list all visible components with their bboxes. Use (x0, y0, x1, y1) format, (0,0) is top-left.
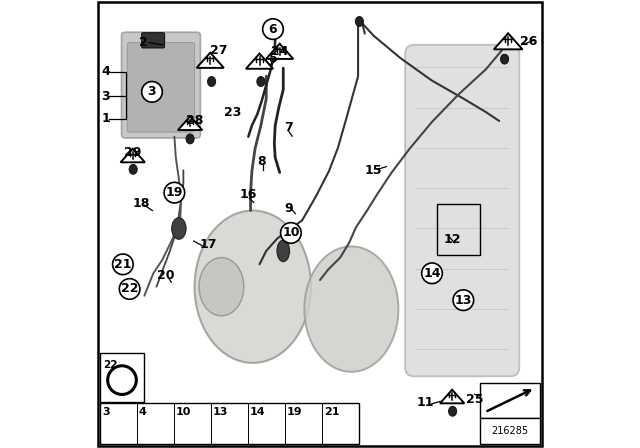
Text: 10: 10 (176, 407, 191, 417)
Text: 3: 3 (102, 407, 109, 417)
Text: 25: 25 (466, 393, 483, 406)
Text: 9: 9 (284, 202, 293, 215)
Text: 19: 19 (166, 186, 183, 199)
Ellipse shape (129, 164, 137, 174)
Circle shape (164, 182, 185, 203)
Text: 20: 20 (157, 269, 174, 282)
Ellipse shape (449, 406, 457, 416)
FancyBboxPatch shape (141, 33, 164, 48)
Text: 14: 14 (250, 407, 266, 417)
Text: 2: 2 (139, 36, 147, 49)
Text: 14: 14 (423, 267, 441, 280)
Text: 3: 3 (102, 90, 110, 103)
Ellipse shape (186, 134, 194, 144)
FancyBboxPatch shape (405, 45, 520, 376)
Text: 23: 23 (224, 105, 241, 119)
Circle shape (119, 279, 140, 299)
Bar (100, 353, 145, 402)
Polygon shape (196, 53, 224, 68)
Text: 1: 1 (102, 112, 110, 125)
Ellipse shape (305, 246, 398, 372)
Text: 24: 24 (271, 45, 289, 58)
Text: 6: 6 (269, 22, 277, 36)
Text: 21: 21 (114, 258, 132, 271)
Ellipse shape (195, 211, 311, 363)
Bar (481, 383, 540, 418)
Circle shape (280, 223, 301, 243)
Text: 7: 7 (284, 121, 293, 134)
Bar (100, 403, 358, 444)
Circle shape (453, 290, 474, 310)
Text: 12: 12 (444, 233, 461, 246)
Polygon shape (246, 54, 273, 69)
Text: 16: 16 (239, 188, 257, 202)
Ellipse shape (355, 17, 364, 26)
Text: 18: 18 (132, 197, 150, 211)
Text: 17: 17 (199, 237, 217, 251)
Ellipse shape (207, 77, 216, 86)
Ellipse shape (500, 54, 509, 64)
Ellipse shape (199, 258, 244, 316)
Text: 216285: 216285 (492, 426, 529, 436)
Text: 28: 28 (186, 114, 204, 128)
Bar (481, 418, 540, 444)
FancyBboxPatch shape (127, 43, 195, 132)
Text: 8: 8 (257, 155, 266, 168)
Polygon shape (120, 149, 145, 162)
Text: 13: 13 (212, 407, 228, 417)
Circle shape (262, 19, 284, 39)
Text: 13: 13 (454, 293, 472, 307)
Circle shape (422, 263, 442, 284)
Circle shape (113, 254, 133, 275)
Ellipse shape (277, 240, 289, 262)
Text: 21: 21 (324, 407, 339, 417)
Polygon shape (494, 33, 522, 49)
Text: 11: 11 (417, 396, 434, 409)
Text: 10: 10 (282, 226, 300, 240)
FancyBboxPatch shape (122, 32, 200, 138)
Text: 29: 29 (124, 146, 141, 159)
Text: 27: 27 (211, 43, 228, 57)
Text: 4: 4 (139, 407, 147, 417)
Text: 5: 5 (269, 52, 277, 65)
Polygon shape (266, 44, 293, 59)
Text: 22: 22 (121, 282, 138, 296)
Ellipse shape (172, 218, 186, 239)
Text: 22: 22 (103, 360, 118, 370)
Circle shape (141, 82, 163, 102)
Bar (437, 204, 480, 255)
Text: 3: 3 (148, 85, 156, 99)
Text: 19: 19 (287, 407, 303, 417)
Text: 26: 26 (520, 34, 537, 48)
Text: 4: 4 (102, 65, 110, 78)
Text: 15: 15 (365, 164, 383, 177)
Polygon shape (440, 390, 465, 403)
Polygon shape (178, 116, 202, 130)
Ellipse shape (257, 77, 265, 86)
